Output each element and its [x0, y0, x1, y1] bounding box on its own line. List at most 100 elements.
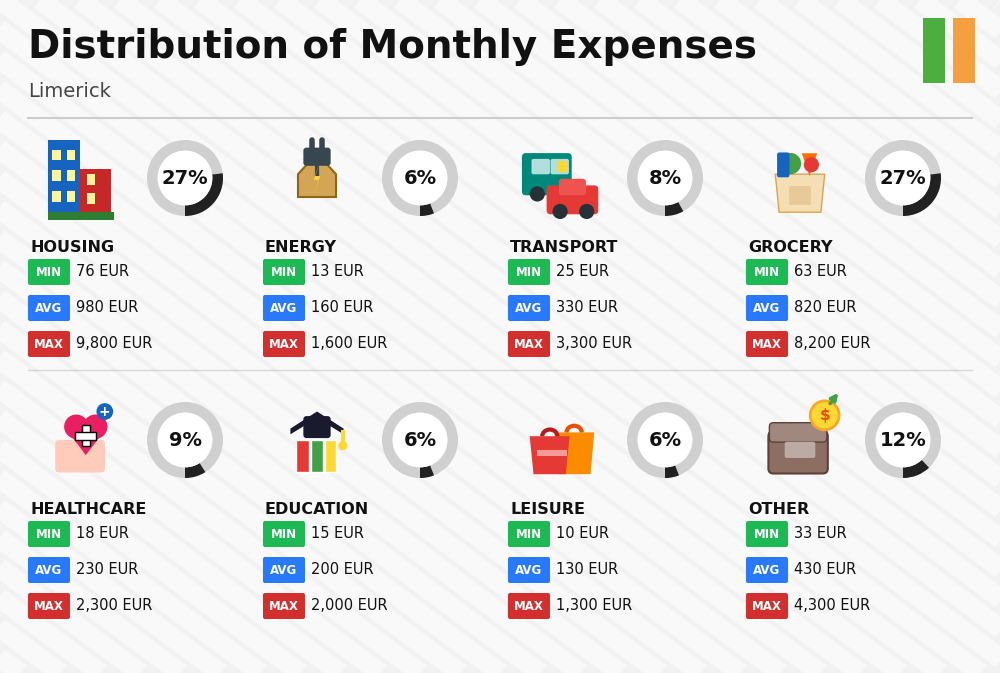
- Circle shape: [64, 415, 88, 439]
- FancyBboxPatch shape: [48, 212, 114, 220]
- Text: 9%: 9%: [168, 431, 202, 450]
- Text: AVG: AVG: [35, 302, 63, 314]
- Text: 8%: 8%: [648, 168, 682, 188]
- Text: OTHER: OTHER: [748, 502, 809, 517]
- FancyBboxPatch shape: [28, 331, 70, 357]
- FancyBboxPatch shape: [746, 557, 788, 583]
- Text: 12%: 12%: [880, 431, 926, 450]
- FancyBboxPatch shape: [746, 295, 788, 321]
- Circle shape: [780, 153, 801, 174]
- Polygon shape: [313, 157, 321, 199]
- Text: 130 EUR: 130 EUR: [556, 563, 618, 577]
- Text: AVG: AVG: [753, 302, 781, 314]
- Text: Limerick: Limerick: [28, 82, 111, 101]
- FancyBboxPatch shape: [82, 425, 90, 446]
- Wedge shape: [147, 140, 223, 216]
- Text: 9,800 EUR: 9,800 EUR: [76, 336, 152, 351]
- FancyBboxPatch shape: [263, 593, 305, 619]
- Text: GROCERY: GROCERY: [748, 240, 832, 255]
- FancyBboxPatch shape: [508, 259, 550, 285]
- Text: MIN: MIN: [754, 528, 780, 540]
- Circle shape: [552, 204, 568, 219]
- FancyBboxPatch shape: [55, 439, 105, 472]
- FancyBboxPatch shape: [746, 593, 788, 619]
- FancyBboxPatch shape: [87, 174, 95, 185]
- Circle shape: [393, 413, 447, 467]
- Text: MAX: MAX: [752, 337, 782, 351]
- Text: 3,300 EUR: 3,300 EUR: [556, 336, 632, 351]
- FancyBboxPatch shape: [508, 295, 550, 321]
- FancyBboxPatch shape: [263, 259, 305, 285]
- FancyBboxPatch shape: [789, 186, 811, 205]
- FancyBboxPatch shape: [263, 521, 305, 547]
- Wedge shape: [185, 463, 205, 478]
- FancyBboxPatch shape: [52, 170, 61, 181]
- Wedge shape: [665, 202, 683, 216]
- Text: 820 EUR: 820 EUR: [794, 301, 856, 316]
- FancyBboxPatch shape: [508, 557, 550, 583]
- Text: 230 EUR: 230 EUR: [76, 563, 138, 577]
- Text: ENERGY: ENERGY: [265, 240, 337, 255]
- Circle shape: [876, 413, 930, 467]
- Wedge shape: [665, 466, 679, 478]
- FancyBboxPatch shape: [263, 295, 305, 321]
- FancyBboxPatch shape: [953, 18, 975, 83]
- FancyBboxPatch shape: [48, 140, 80, 212]
- FancyBboxPatch shape: [52, 149, 61, 160]
- FancyBboxPatch shape: [547, 185, 598, 214]
- Text: 4,300 EUR: 4,300 EUR: [794, 598, 870, 614]
- Wedge shape: [382, 402, 458, 478]
- Text: LEISURE: LEISURE: [510, 502, 585, 517]
- FancyBboxPatch shape: [746, 331, 788, 357]
- Text: MAX: MAX: [269, 600, 299, 612]
- FancyBboxPatch shape: [67, 170, 75, 181]
- Wedge shape: [903, 460, 929, 478]
- FancyBboxPatch shape: [508, 593, 550, 619]
- Text: 430 EUR: 430 EUR: [794, 563, 856, 577]
- FancyBboxPatch shape: [28, 295, 70, 321]
- Text: MIN: MIN: [36, 266, 62, 279]
- FancyBboxPatch shape: [785, 441, 815, 458]
- Circle shape: [393, 151, 447, 205]
- Polygon shape: [290, 411, 344, 434]
- Text: Distribution of Monthly Expenses: Distribution of Monthly Expenses: [28, 28, 757, 66]
- Text: HEALTHCARE: HEALTHCARE: [30, 502, 146, 517]
- Circle shape: [158, 151, 212, 205]
- Text: MIN: MIN: [754, 266, 780, 279]
- FancyBboxPatch shape: [80, 168, 110, 214]
- Text: 2,000 EUR: 2,000 EUR: [311, 598, 388, 614]
- Text: EDUCATION: EDUCATION: [265, 502, 369, 517]
- Wedge shape: [420, 203, 434, 216]
- FancyBboxPatch shape: [559, 179, 586, 195]
- Polygon shape: [775, 174, 825, 212]
- Wedge shape: [382, 140, 458, 216]
- Circle shape: [579, 204, 594, 219]
- Circle shape: [96, 403, 113, 420]
- Text: 980 EUR: 980 EUR: [76, 301, 138, 316]
- Text: 1,600 EUR: 1,600 EUR: [311, 336, 387, 351]
- Circle shape: [530, 186, 545, 201]
- FancyBboxPatch shape: [557, 161, 568, 172]
- Circle shape: [83, 415, 107, 439]
- FancyBboxPatch shape: [923, 18, 945, 83]
- Polygon shape: [298, 153, 336, 197]
- FancyBboxPatch shape: [303, 147, 331, 166]
- Wedge shape: [185, 173, 223, 216]
- Text: AVG: AVG: [515, 302, 543, 314]
- Text: MAX: MAX: [514, 337, 544, 351]
- Text: MIN: MIN: [516, 528, 542, 540]
- Text: MAX: MAX: [269, 337, 299, 351]
- Wedge shape: [865, 140, 941, 216]
- Text: $: $: [819, 408, 830, 423]
- Wedge shape: [627, 402, 703, 478]
- Polygon shape: [554, 432, 594, 474]
- Text: 63 EUR: 63 EUR: [794, 264, 847, 279]
- Text: 1,300 EUR: 1,300 EUR: [556, 598, 632, 614]
- FancyBboxPatch shape: [52, 191, 61, 202]
- Text: AVG: AVG: [270, 563, 298, 577]
- FancyBboxPatch shape: [746, 521, 788, 547]
- FancyBboxPatch shape: [508, 331, 550, 357]
- Circle shape: [810, 401, 839, 430]
- Text: 15 EUR: 15 EUR: [311, 526, 364, 542]
- Text: 27%: 27%: [880, 168, 926, 188]
